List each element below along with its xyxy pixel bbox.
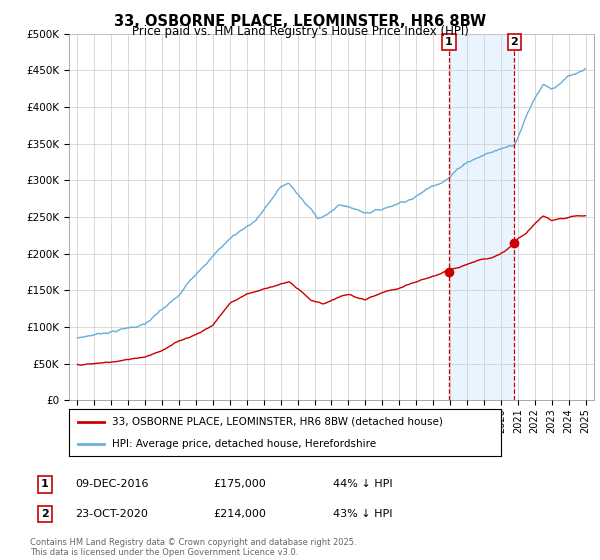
Bar	[449, 34, 514, 400]
Text: 33, OSBORNE PLACE, LEOMINSTER, HR6 8BW: 33, OSBORNE PLACE, LEOMINSTER, HR6 8BW	[114, 14, 486, 29]
Text: 33, OSBORNE PLACE, LEOMINSTER, HR6 8BW (detached house): 33, OSBORNE PLACE, LEOMINSTER, HR6 8BW (…	[112, 417, 443, 427]
Text: Contains HM Land Registry data © Crown copyright and database right 2025.
This d: Contains HM Land Registry data © Crown c…	[30, 538, 356, 557]
Text: HPI: Average price, detached house, Herefordshire: HPI: Average price, detached house, Here…	[112, 438, 376, 449]
Text: 1: 1	[41, 479, 49, 489]
Text: Price paid vs. HM Land Registry's House Price Index (HPI): Price paid vs. HM Land Registry's House …	[131, 25, 469, 38]
Text: 23-OCT-2020: 23-OCT-2020	[75, 509, 148, 519]
Text: 44% ↓ HPI: 44% ↓ HPI	[333, 479, 392, 489]
Text: 43% ↓ HPI: 43% ↓ HPI	[333, 509, 392, 519]
Text: 2: 2	[41, 509, 49, 519]
Text: 2: 2	[511, 38, 518, 47]
Text: 09-DEC-2016: 09-DEC-2016	[75, 479, 149, 489]
Text: £214,000: £214,000	[213, 509, 266, 519]
Text: 1: 1	[445, 38, 453, 47]
Text: £175,000: £175,000	[213, 479, 266, 489]
